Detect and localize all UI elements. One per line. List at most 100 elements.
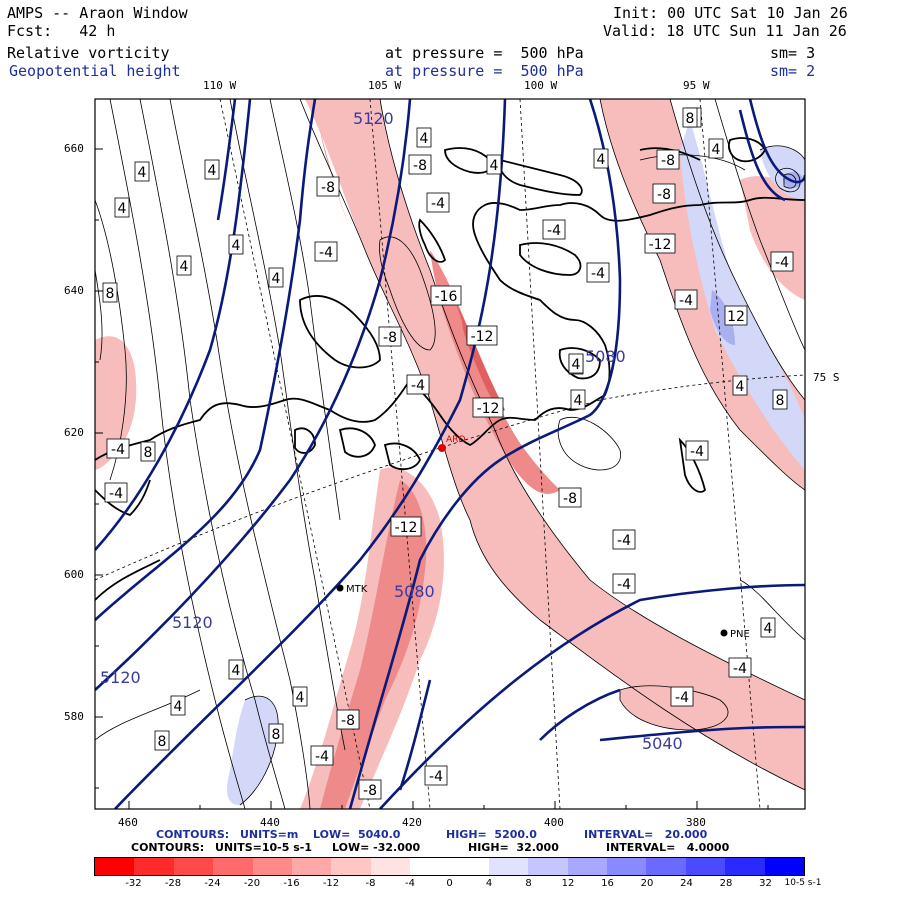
vorticity-label: -4 <box>770 251 794 272</box>
colorbar-tick-label: -16 <box>283 878 300 889</box>
colorbar-swatch <box>488 858 529 875</box>
vorticity-labels: -8 -8 -8 -8 -4 -4 -4 -4 -16 -12 -12 -8 -4 -4 -4 -12 -8 -8… <box>102 107 794 800</box>
vorticity-label: -12 <box>466 325 498 346</box>
svg-text:4: 4 <box>572 357 581 373</box>
height-interval: INTERVAL= 20.000 <box>584 828 708 841</box>
vorticity-label: -4 <box>674 289 698 310</box>
svg-text:-4: -4 <box>690 444 704 460</box>
svg-text:-4: -4 <box>679 293 693 309</box>
vorticity-label: 4 <box>593 148 609 169</box>
vorticity-label: 4 <box>228 234 244 255</box>
colorbar-tick-label: 8 <box>525 878 532 889</box>
colorbar-swatch <box>410 858 450 875</box>
colorbar-swatch <box>134 858 174 875</box>
colorbar-tick-label: 0 <box>446 878 453 889</box>
svg-text:4: 4 <box>208 163 217 179</box>
svg-text:4: 4 <box>712 142 721 158</box>
colorbar-units: 10-5 s-1 <box>784 878 822 888</box>
height-label: 5080 <box>394 582 435 601</box>
svg-text:4: 4 <box>272 271 281 287</box>
lon-label-110w: 110 W <box>203 79 237 92</box>
colorbar-tick-label: -24 <box>204 878 221 889</box>
vorticity-label: -4 <box>424 765 448 786</box>
svg-text:-4: -4 <box>547 223 561 239</box>
y-tick-label: 580 <box>64 710 84 723</box>
colorbar-swatch <box>685 858 726 875</box>
colorbar-swatch <box>173 858 214 875</box>
svg-text:-12: -12 <box>477 401 500 417</box>
vorticity-label: -4 <box>612 573 636 594</box>
colorbar-swatch <box>291 858 332 875</box>
height-label: 5080 <box>585 347 626 366</box>
station-mtk-marker <box>336 584 344 592</box>
colorbar-tick-label: 28 <box>719 878 733 889</box>
svg-text:-8: -8 <box>383 330 397 346</box>
x-tick-label: 420 <box>402 816 422 829</box>
vorticity-label: -4 <box>406 374 430 395</box>
colorbar-tick-label: -12 <box>322 878 340 889</box>
vorticity-label: -4 <box>586 262 610 283</box>
vorticity-label: 4 <box>170 695 186 716</box>
forecast-hour: Fcst: 42 h <box>7 22 116 40</box>
svg-text:4: 4 <box>296 690 305 706</box>
svg-text:-4: -4 <box>733 661 747 677</box>
station-aro-marker <box>438 444 446 452</box>
vorticity-label: 4 <box>134 161 150 182</box>
y-tick-label: 600 <box>64 568 84 581</box>
vorticity-label: 4 <box>570 389 586 410</box>
y-tick-label: 640 <box>64 284 84 297</box>
field1-level: at pressure = 500 hPa <box>385 44 584 62</box>
vorticity-label: 12 <box>724 305 748 326</box>
svg-text:-4: -4 <box>775 255 789 271</box>
lat-label-75s: 75 S <box>813 371 840 384</box>
svg-text:4: 4 <box>764 621 773 637</box>
svg-text:-16: -16 <box>435 289 458 305</box>
station-mtk-label: MTK <box>346 584 368 595</box>
colorbar-tick-label: 4 <box>485 878 493 889</box>
vorticity-label: 4 <box>292 686 308 707</box>
svg-text:-8: -8 <box>563 491 577 507</box>
vorticity-label: -8 <box>378 326 402 347</box>
svg-text:-4: -4 <box>675 690 689 706</box>
svg-text:-4: -4 <box>411 378 425 394</box>
lon-label-105w: 105 W <box>368 79 402 92</box>
vorticity-label: -16 <box>430 285 462 306</box>
svg-text:8: 8 <box>144 445 153 461</box>
vorticity-label: -4 <box>104 482 128 503</box>
colorbar-tick-label: -32 <box>125 878 142 889</box>
vorticity-label: 4 <box>416 127 432 148</box>
app-title: AMPS -- Araon Window <box>7 4 188 22</box>
vorticity-label: -4 <box>542 219 566 240</box>
vort-interval: INTERVAL= 4.0000 <box>606 841 730 854</box>
x-tick-label: 440 <box>260 816 280 829</box>
svg-text:8: 8 <box>272 727 281 743</box>
vort-low: LOW= -32.000 <box>332 841 421 854</box>
colorbar-tick-label: 12 <box>561 878 575 889</box>
colorbar <box>94 857 805 876</box>
svg-text:-8: -8 <box>341 713 355 729</box>
vorticity-label: -8 <box>358 779 382 800</box>
vorticity-label: 8 <box>682 107 698 128</box>
svg-text:-8: -8 <box>321 180 335 196</box>
svg-text:-8: -8 <box>661 153 675 169</box>
svg-text:4: 4 <box>232 238 241 254</box>
station-pne-marker <box>720 629 728 637</box>
station-aro-label: ARO <box>446 435 466 445</box>
vorticity-label: -4 <box>728 657 752 678</box>
colorbar-swatch <box>449 858 489 875</box>
vorticity-label: -8 <box>656 149 680 170</box>
svg-text:8: 8 <box>686 111 695 127</box>
colorbar-swatch <box>370 858 411 875</box>
colorbar-tick-label: -20 <box>243 878 261 889</box>
svg-text:4: 4 <box>180 259 189 275</box>
colorbar-swatch <box>764 858 805 875</box>
colorbar-tick-label: 32 <box>759 878 772 889</box>
svg-text:-12: -12 <box>649 237 672 253</box>
colorbar-tick-label: 24 <box>680 878 693 889</box>
vort-high: HIGH= 32.000 <box>468 841 559 854</box>
height-low: LOW= 5040.0 <box>313 828 401 841</box>
colorbar-swatch <box>646 858 686 875</box>
stations: ARO MTK PNE <box>336 435 750 640</box>
vorticity-label: 4 <box>176 255 192 276</box>
